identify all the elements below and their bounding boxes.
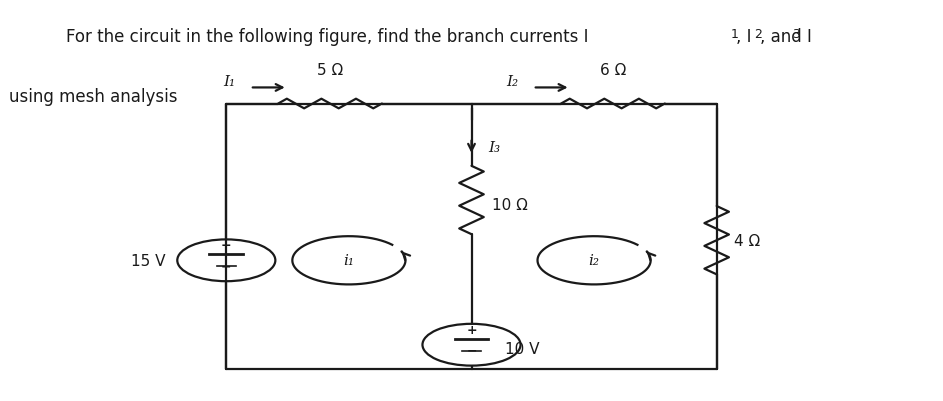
Text: 1: 1 [731,28,738,41]
Text: I₁: I₁ [223,75,236,89]
Text: 4 Ω: 4 Ω [734,233,760,248]
Text: 2: 2 [754,28,762,41]
Text: +: + [221,239,232,252]
Text: 6 Ω: 6 Ω [600,63,626,78]
Text: 10 V: 10 V [505,341,539,356]
Text: 10 Ω: 10 Ω [492,197,528,212]
Text: 15 V: 15 V [130,253,165,268]
Text: I₃: I₃ [488,140,501,154]
Text: For the circuit in the following figure, find the branch currents I: For the circuit in the following figure,… [66,28,588,46]
Text: −: − [466,344,477,357]
Text: −: − [221,260,232,273]
Text: i₂: i₂ [588,254,600,267]
Text: , I: , I [736,28,752,46]
Text: I₂: I₂ [506,75,519,89]
Text: i₁: i₁ [343,254,355,267]
Text: +: + [466,323,477,336]
Text: , and I: , and I [760,28,812,46]
Text: 5 Ω: 5 Ω [317,63,343,78]
Text: using mesh analysis: using mesh analysis [9,88,178,106]
Text: 3: 3 [792,28,800,41]
